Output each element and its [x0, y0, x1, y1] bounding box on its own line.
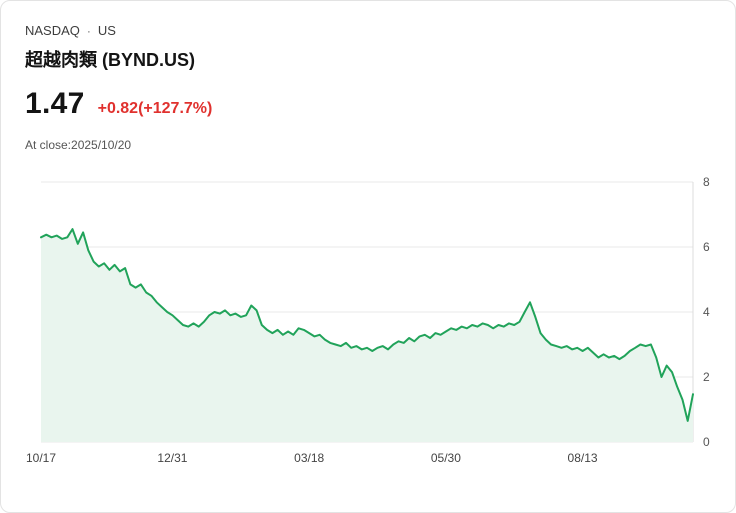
price-chart-svg[interactable]: 0 2 4 6 8 10/17 12/31 03/18 05/30 08/13 — [1, 170, 736, 480]
y-axis-label: 4 — [703, 305, 710, 319]
market-line: NASDAQ · US — [25, 23, 711, 38]
price-value: 1.47 — [25, 87, 85, 120]
price-line — [40, 228, 694, 422]
close-time-label: At close:2025/10/20 — [25, 138, 132, 152]
market-label: NASDAQ — [25, 23, 80, 38]
page-title: 超越肉類 (BYND.US) — [25, 50, 195, 70]
price-chart: 0 2 4 6 8 10/17 12/31 03/18 05/30 08/13 — [1, 170, 736, 485]
y-axis-label: 6 — [703, 240, 710, 254]
y-axis-label: 0 — [703, 435, 710, 449]
x-axis-label: 05/30 — [431, 451, 461, 465]
region-label: US — [97, 23, 116, 38]
area-fill — [41, 229, 693, 442]
quote-header: NASDAQ · US 超越肉類 (BYND.US) 1.47 +0.82(+1… — [1, 1, 735, 152]
x-axis-label: 08/13 — [568, 451, 598, 465]
x-axis-label: 10/17 — [26, 451, 56, 465]
x-axis-label: 03/18 — [294, 451, 324, 465]
y-axis-label: 8 — [703, 175, 710, 189]
dot-separator-icon: · — [86, 23, 91, 38]
y-axis-label: 2 — [703, 370, 710, 384]
price-change: +0.82(+127.7%) — [97, 100, 213, 117]
x-axis-label: 12/31 — [157, 451, 187, 465]
price-row: 1.47 +0.82(+127.7%) — [25, 87, 711, 121]
